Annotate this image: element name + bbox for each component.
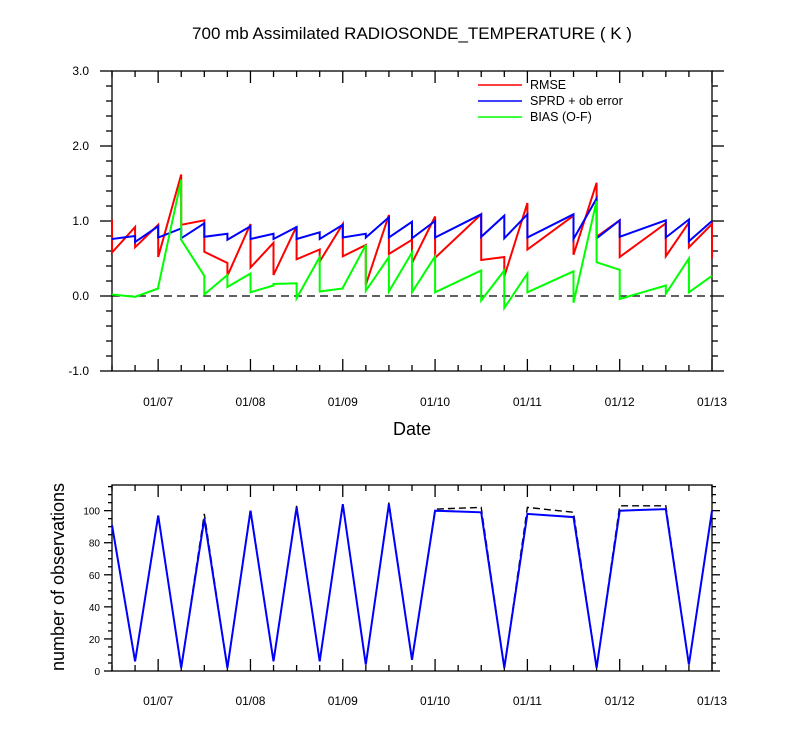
x-tick-label: 01/12 xyxy=(605,395,635,409)
x-tick-label: 01/07 xyxy=(143,694,173,708)
legend-label-sprd: SPRD + ob error xyxy=(530,94,623,108)
y-tick-label: 3.0 xyxy=(72,64,89,78)
legend-label-rmse: RMSE xyxy=(530,78,566,92)
y-tick-label: 80 xyxy=(89,539,101,550)
bottom-axes: 01/07 01/08 01/09 01/10 01/11 01/12 01/13 0 20 40… xyxy=(83,484,727,708)
observations-chart: 01/07 01/08 01/09 01/10 01/11 01/12 01/13 0 20 40… xyxy=(48,483,727,708)
x-tick-label: 01/11 xyxy=(513,694,542,708)
x-tick-label: 01/13 xyxy=(697,694,727,708)
x-axis-label: Date xyxy=(393,419,431,439)
x-tick-label: 01/10 xyxy=(420,694,450,708)
legend: RMSE SPRD + ob error BIAS (O-F) xyxy=(478,78,623,124)
y-tick-label: 1.0 xyxy=(72,214,89,228)
x-tick-label: 01/08 xyxy=(235,395,265,409)
bottom-series-group xyxy=(111,502,713,668)
y-tick-label: 100 xyxy=(83,507,100,518)
y-tick-label: 40 xyxy=(89,603,101,614)
series-line-bias-o-f xyxy=(111,179,713,312)
top-axes: 01/07 01/08 01/09 01/10 01/11 01/12 01/13 -1.0 0… xyxy=(68,64,727,409)
y-tick-label: -1.0 xyxy=(68,364,89,378)
y-tick-label: 0.0 xyxy=(72,289,89,303)
plot-frame xyxy=(111,484,713,672)
y-tick-label: 2.0 xyxy=(72,139,89,153)
x-tick-label: 01/09 xyxy=(328,395,358,409)
y-tick-label: 0 xyxy=(94,667,100,678)
x-tick-label: 01/13 xyxy=(697,395,727,409)
x-tick-label: 01/09 xyxy=(328,694,358,708)
top-series-group xyxy=(111,174,713,312)
rmse-bias-chart: 700 mb Assimilated RADIOSONDE_TEMPERATUR… xyxy=(68,24,727,439)
y-tick-label: 20 xyxy=(89,635,101,646)
y-axis-label-observations: number of observations xyxy=(48,483,68,671)
x-tick-label: 01/10 xyxy=(420,395,450,409)
legend-label-bias: BIAS (O-F) xyxy=(530,110,592,124)
x-tick-label: 01/11 xyxy=(513,395,542,409)
series-line-series-1 xyxy=(111,504,713,668)
x-tick-label: 01/08 xyxy=(235,694,265,708)
chart-title: 700 mb Assimilated RADIOSONDE_TEMPERATUR… xyxy=(192,24,632,43)
x-tick-label: 01/07 xyxy=(143,395,173,409)
x-tick-label: 01/12 xyxy=(605,694,635,708)
y-tick-label: 60 xyxy=(89,571,101,582)
